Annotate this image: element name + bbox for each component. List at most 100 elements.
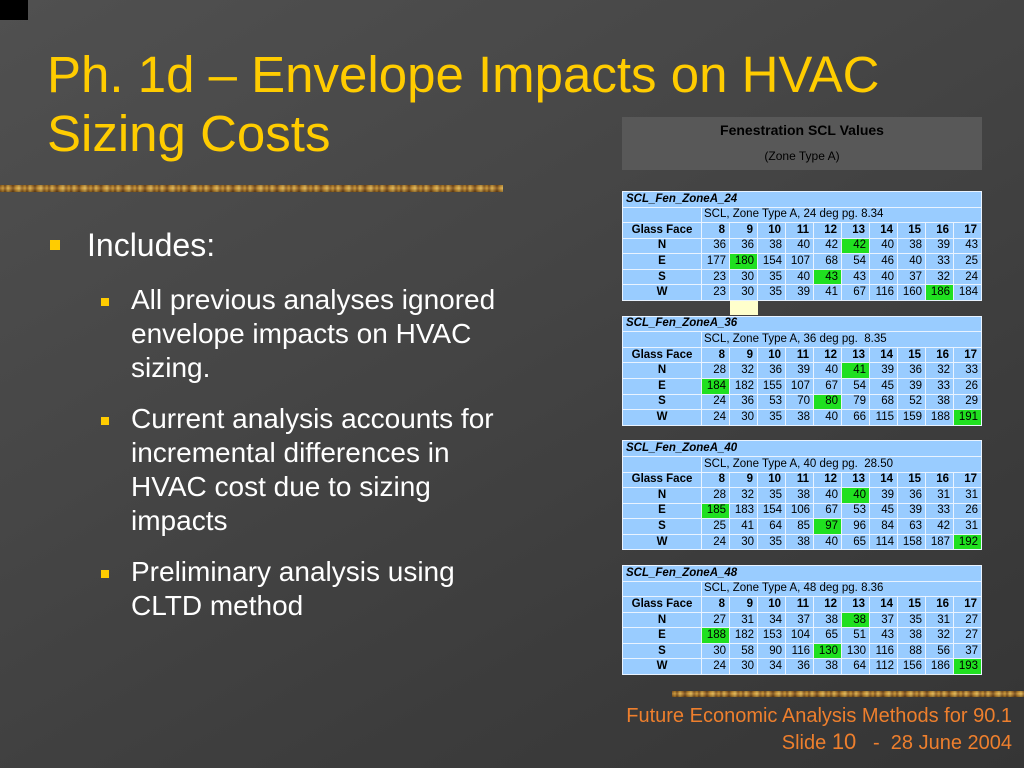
scl-value-cell: 36	[898, 488, 926, 504]
peak-value-cell: 40	[842, 488, 870, 504]
scl-value-cell: 38	[786, 534, 814, 551]
scl-value-cell: 30	[702, 643, 730, 660]
scl-value-cell: 34	[758, 659, 786, 676]
scl-value-cell: 53	[758, 394, 786, 411]
hour-header: 17	[954, 223, 982, 239]
scl-value-cell: 24	[702, 534, 730, 551]
footer-date: 28 June 2004	[890, 732, 1012, 754]
scl-value-cell: 154	[758, 503, 786, 520]
hour-header: 9	[730, 472, 758, 489]
scl-value-cell: 183	[730, 503, 758, 520]
sub-bullet-text: All previous analyses ignored envelope i…	[131, 284, 496, 383]
scl-value-cell: 70	[786, 394, 814, 411]
scl-value-cell: 41	[730, 519, 758, 535]
table-corner-cell	[623, 581, 702, 598]
glass-face-label: W	[623, 534, 702, 551]
scl-value-cell: 65	[814, 628, 842, 644]
glass-face-label: W	[623, 285, 702, 301]
scl-value-cell: 27	[954, 628, 982, 644]
scl-value-cell: 33	[926, 503, 954, 520]
scl-value-cell: 38	[898, 628, 926, 644]
scl-value-cell: 29	[954, 394, 982, 411]
hour-header: 12	[814, 597, 842, 613]
scl-value-cell: 68	[814, 254, 842, 270]
scl-value-cell: 112	[870, 659, 898, 676]
hour-header: 9	[730, 347, 758, 364]
hour-header: 15	[898, 223, 926, 239]
peak-value-cell: 43	[814, 269, 842, 286]
scl-value-cell: 68	[870, 394, 898, 411]
hour-header: 9	[730, 597, 758, 613]
scl-value-cell: 51	[842, 628, 870, 644]
scl-value-cell: 30	[730, 534, 758, 551]
scl-value-cell: 33	[926, 254, 954, 270]
scl-value-cell: 32	[926, 628, 954, 644]
scl-value-cell: 30	[730, 269, 758, 286]
sub-bullet-item: Current analysis accounts for incrementa…	[101, 402, 521, 538]
scl-value-cell: 36	[898, 363, 926, 379]
table-caption: SCL, Zone Type A, 24 deg pg. 8.34	[702, 207, 982, 224]
hour-header: 12	[814, 472, 842, 489]
scl-value-cell: 52	[898, 394, 926, 411]
table-title: SCL_Fen_ZoneA_24	[623, 192, 982, 208]
scl-value-cell: 27	[954, 612, 982, 629]
glass-face-label: S	[623, 519, 702, 535]
scl-value-cell: 96	[842, 519, 870, 535]
peak-value-cell: 184	[702, 378, 730, 395]
scl-values-panel: Fenestration SCL Values (Zone Type A)	[622, 117, 982, 170]
glass-face-label: N	[623, 363, 702, 379]
peak-value-cell: 192	[954, 534, 982, 551]
sub-bullet-text: Preliminary analysis using CLTD method	[131, 556, 455, 621]
footer-slide-info: Slide 10 - 28 June 2004	[782, 730, 1012, 755]
peak-value-cell: 80	[814, 394, 842, 411]
hour-header: 14	[870, 597, 898, 613]
scl-value-cell: 24	[702, 410, 730, 426]
scl-value-cell: 114	[870, 534, 898, 551]
scl-value-cell: 38	[926, 394, 954, 411]
scl-value-cell: 156	[898, 659, 926, 676]
scl-table: SCL_Fen_ZoneA_36 SCL, Zone Type A, 36 deg…	[622, 315, 982, 426]
scl-value-cell: 88	[898, 643, 926, 660]
scl-value-cell: 35	[758, 534, 786, 551]
scl-value-cell: 32	[926, 269, 954, 286]
scl-value-cell: 64	[842, 659, 870, 676]
hour-header: 15	[898, 347, 926, 364]
table-corner-cell	[623, 332, 702, 348]
square-bullet-icon	[50, 240, 60, 250]
scl-value-cell: 40	[870, 269, 898, 286]
scl-value-cell: 115	[870, 410, 898, 426]
scl-value-cell: 40	[898, 254, 926, 270]
scl-value-cell: 42	[926, 519, 954, 535]
glass-face-label: W	[623, 410, 702, 426]
scl-value-cell: 27	[702, 612, 730, 629]
table-title: SCL_Fen_ZoneA_40	[623, 441, 982, 457]
hour-header: 17	[954, 472, 982, 489]
hour-header: 13	[842, 597, 870, 613]
hour-header: 8	[702, 597, 730, 613]
scl-value-cell: 31	[926, 488, 954, 504]
scl-value-cell: 54	[842, 254, 870, 270]
scl-value-cell: 53	[842, 503, 870, 520]
scl-value-cell: 39	[898, 503, 926, 520]
scl-table: SCL_Fen_ZoneA_48 SCL, Zone Type A, 48 deg…	[622, 565, 982, 676]
scl-value-cell: 79	[842, 394, 870, 411]
glass-face-label: E	[623, 628, 702, 644]
scl-value-cell: 23	[702, 285, 730, 301]
scl-value-cell: 39	[926, 238, 954, 255]
scl-value-cell: 153	[758, 628, 786, 644]
footer-divider-bar	[672, 691, 1024, 697]
scl-value-cell: 39	[870, 488, 898, 504]
scl-value-cell: 40	[814, 410, 842, 426]
scl-value-cell: 116	[786, 643, 814, 660]
hour-header: 14	[870, 223, 898, 239]
square-bullet-icon	[101, 417, 109, 425]
scl-value-cell: 67	[814, 503, 842, 520]
scl-value-cell: 38	[786, 410, 814, 426]
scl-value-cell: 116	[870, 285, 898, 301]
scl-value-cell: 28	[702, 363, 730, 379]
glass-face-label: N	[623, 488, 702, 504]
hour-header: 9	[730, 223, 758, 239]
scl-value-cell: 30	[730, 410, 758, 426]
hour-header: 11	[786, 597, 814, 613]
scl-value-cell: 24	[702, 659, 730, 676]
